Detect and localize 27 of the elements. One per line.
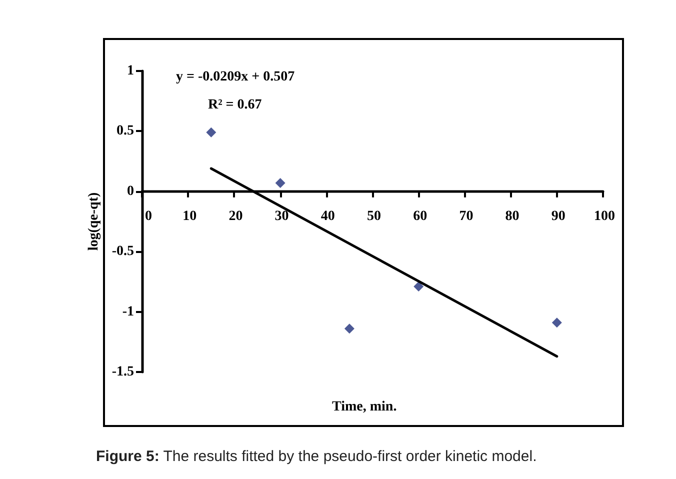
y-tick-label: -0.5 — [112, 244, 134, 260]
x-tick-label: 20 — [228, 208, 243, 224]
point — [344, 324, 354, 334]
x-tick-label: 40 — [320, 208, 335, 224]
point — [414, 282, 424, 292]
y-tick-label: 1 — [127, 64, 134, 78]
x-tick-label: 0 — [145, 208, 152, 224]
annotation: y = -0.0209x + 0.507 — [176, 70, 295, 84]
x-tick-label: 100 — [594, 208, 615, 224]
x-tick-label: 50 — [367, 208, 381, 224]
caption: Figure 5: The results fitted by the pseudo-first order kinetic model. — [96, 448, 537, 465]
y-tick-label: -1 — [122, 304, 134, 320]
x-tick-label: 30 — [274, 208, 289, 224]
y-axis-title: log(qe-qt) — [86, 192, 102, 251]
point — [552, 318, 562, 328]
x-tick-label: 70 — [459, 208, 474, 224]
point — [206, 127, 216, 138]
x-tick-label: 90 — [551, 208, 566, 224]
y-tick-label: -1.5 — [112, 364, 134, 380]
x-tick-label: 60 — [413, 208, 428, 224]
x-tick-label: 10 — [182, 208, 197, 224]
annotation: R² = 0.67 — [208, 98, 262, 112]
x-tick-label: 80 — [505, 208, 520, 224]
y-tick-label: 0 — [127, 184, 134, 199]
y-tick-label: 0.5 — [116, 124, 134, 139]
point — [275, 178, 286, 188]
x-axis-title: Time, min. — [332, 400, 397, 414]
